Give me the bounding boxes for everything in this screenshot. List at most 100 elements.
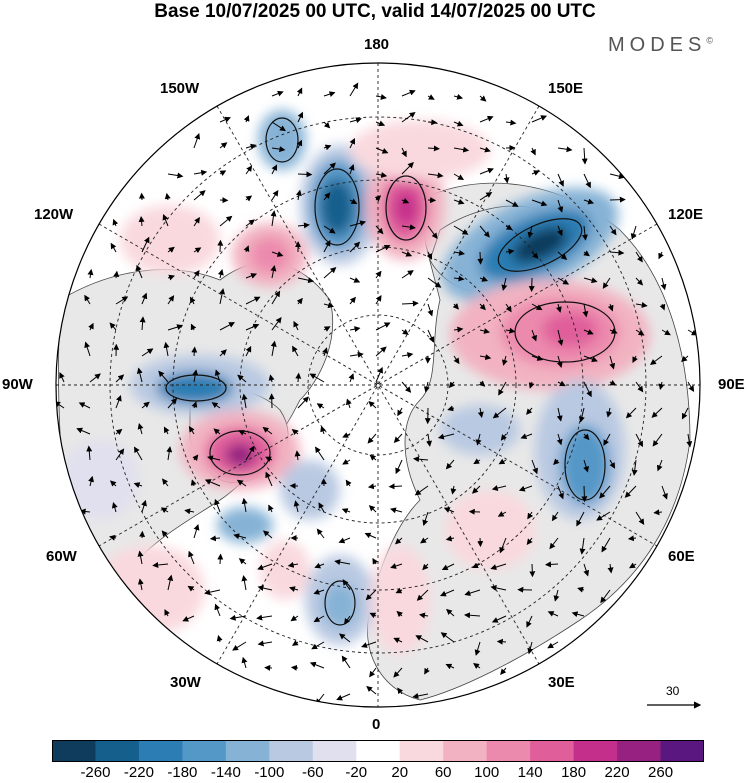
wind-vector	[427, 329, 435, 343]
wind-vector	[375, 225, 384, 235]
wind-vector	[217, 269, 224, 279]
wind-vector	[375, 270, 382, 279]
wind-vector	[349, 82, 359, 97]
wind-vector	[439, 589, 455, 597]
wind-vector	[160, 507, 169, 514]
wind-vector	[635, 433, 643, 448]
wind-vector	[478, 380, 486, 387]
anomaly-blob	[95, 545, 205, 635]
colorbar	[52, 740, 704, 762]
wind-vector	[141, 292, 148, 305]
wind-vector	[582, 303, 589, 318]
wind-vector	[87, 268, 94, 279]
map-boundary	[55, 62, 701, 708]
wind-vector	[446, 608, 455, 617]
anomaly-field	[60, 110, 650, 655]
lon-label-180: 180	[364, 36, 390, 53]
wind-vector	[219, 170, 227, 176]
wind-vector	[453, 173, 465, 181]
wind-vector	[184, 508, 195, 515]
wind-vector	[262, 426, 273, 435]
wind-vector	[477, 537, 484, 548]
wind-vector	[217, 239, 224, 253]
colorbar-swatch	[660, 740, 704, 762]
wind-vector	[375, 120, 386, 127]
wind-vector	[412, 692, 429, 699]
wind-vector	[557, 485, 564, 500]
wind-vector	[162, 213, 169, 227]
wind-vector	[84, 341, 91, 357]
wind-vector	[245, 165, 253, 175]
colorbar-outline	[52, 740, 704, 762]
wind-vector	[448, 381, 456, 389]
wind-vector	[349, 277, 361, 283]
wind-vector	[464, 589, 481, 596]
wind-vector	[416, 589, 429, 601]
wind-vector	[579, 537, 586, 555]
wind-vector	[296, 139, 303, 149]
wind-vector	[545, 561, 559, 568]
wind-vector	[464, 612, 481, 619]
wind-vector	[214, 369, 221, 383]
wind-vector	[401, 328, 409, 335]
wind-vector	[320, 425, 326, 435]
wind-vector	[293, 320, 299, 331]
wind-vector	[341, 508, 351, 514]
wind-vector	[395, 587, 403, 594]
wind-vector	[557, 225, 563, 237]
wind-vector	[609, 173, 625, 180]
wind-vector	[635, 511, 645, 525]
wind-vector	[188, 550, 195, 565]
wind-vector	[271, 164, 278, 175]
wind-vector	[361, 641, 377, 648]
wind-vector	[115, 448, 125, 461]
wind-vector	[681, 407, 689, 420]
wind-vector	[294, 450, 301, 461]
wind-vector	[348, 373, 355, 383]
wind-vector	[547, 611, 559, 617]
wind-vector	[601, 537, 611, 553]
wind-vector	[658, 381, 665, 390]
lon-label-120e: 120E	[668, 206, 704, 223]
wind-vector	[318, 502, 325, 513]
wind-vector	[86, 445, 93, 461]
anomaly-blob	[120, 205, 220, 275]
wind-vector	[163, 341, 170, 357]
wind-vector	[257, 585, 273, 592]
wind-vector	[531, 355, 544, 361]
wind-vector	[576, 511, 585, 527]
wind-vector	[557, 173, 564, 187]
wind-vector	[427, 145, 440, 152]
wind-vector	[112, 218, 119, 227]
wind-vector	[401, 161, 414, 175]
wind-vector	[401, 197, 410, 204]
colorbar-swatch	[312, 740, 357, 762]
wind-vector	[270, 265, 277, 279]
wind-vector	[368, 505, 377, 513]
wind-vector	[479, 354, 492, 360]
wind-vector	[427, 172, 444, 179]
wind-vector	[479, 276, 489, 282]
wind-vector	[426, 251, 433, 260]
wind-vector	[313, 588, 325, 595]
wind-vector	[193, 524, 200, 539]
wind-vector	[138, 216, 145, 227]
wind-vector	[397, 687, 404, 695]
wind-vector	[141, 401, 150, 409]
wind-vector	[268, 504, 274, 513]
wind-vector	[141, 236, 150, 253]
meridian-line	[98, 223, 658, 547]
wind-vector	[497, 511, 507, 517]
wind-vector	[609, 196, 626, 203]
wind-vector	[364, 532, 377, 539]
colorbar-swatch	[52, 740, 96, 762]
wind-vector	[472, 562, 481, 569]
wind-vector	[581, 485, 588, 503]
colorbar-swatch	[225, 740, 270, 762]
wind-vector	[653, 509, 663, 516]
wind-vector	[219, 288, 226, 305]
lon-label-90e: 90E	[718, 376, 745, 393]
wind-vector	[289, 586, 299, 592]
wind-vector	[287, 561, 299, 568]
wind-vector	[204, 479, 221, 487]
